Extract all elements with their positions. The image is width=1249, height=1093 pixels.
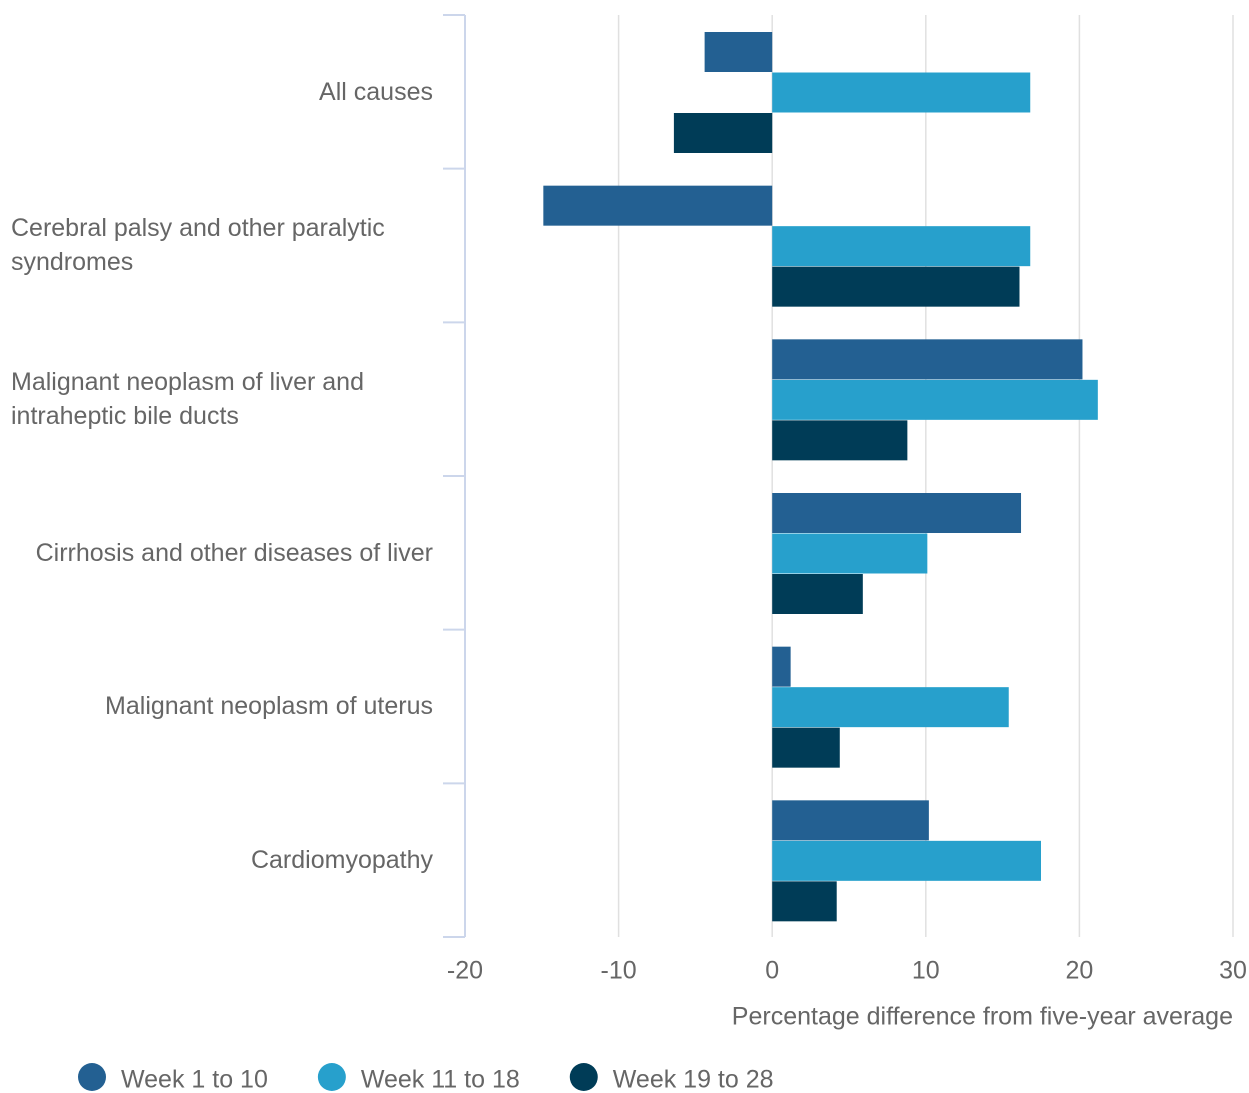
category-text: Cirrhosis and other diseases of liver [35,538,433,567]
legend-label[interactable]: Week 19 to 28 [613,1066,774,1093]
legend-label[interactable]: Week 11 to 18 [361,1066,520,1093]
x-tick-label: -20 [447,957,483,985]
bar [704,32,773,72]
category-text: Malignant neoplasm of uterus [105,692,433,721]
x-tick-label: 0 [765,957,779,985]
bar [772,727,840,768]
y-tick-label: Malignant neoplasm of liver and intrahep… [11,322,433,476]
bar [772,379,1098,420]
y-tick-label: Cardiomyopathy [11,783,433,937]
y-tick-label: Malignant neoplasm of uterus [11,630,433,784]
legend-marker [569,1063,598,1091]
category-text: Malignant neoplasm of liver and intrahep… [11,368,364,431]
y-tick-label: Cerebral palsy and other paralytic syndr… [11,169,433,323]
bar [772,493,1022,533]
category-text: Cerebral palsy and other paralytic syndr… [11,214,385,277]
category-text: Cardiomyopathy [250,846,433,875]
y-tick-label: Cirrhosis and other diseases of liver [11,476,433,630]
bar [772,533,928,574]
bar [673,113,773,153]
bar [772,646,791,687]
bar [772,339,1083,380]
bar [772,800,929,841]
bar [772,72,1031,113]
category-text: All causes [319,77,433,106]
bar [772,226,1031,267]
bar [772,420,908,461]
bar [772,687,1009,728]
x-tick-label: 30 [1219,957,1247,985]
x-tick-label: 10 [912,957,940,985]
legend-marker [78,1063,106,1091]
bar [543,185,773,226]
x-tick-label: -10 [601,957,637,985]
bar [772,881,837,922]
y-tick-label: All causes [11,15,433,169]
x-tick-label: 20 [1065,957,1093,985]
bar [772,840,1041,881]
x-axis-title: Percentage difference from five-year ave… [732,1003,1233,1031]
bar [772,266,1020,307]
bar [772,574,863,614]
legend-label[interactable]: Week 1 to 10 [121,1066,268,1093]
legend-marker [317,1063,346,1091]
